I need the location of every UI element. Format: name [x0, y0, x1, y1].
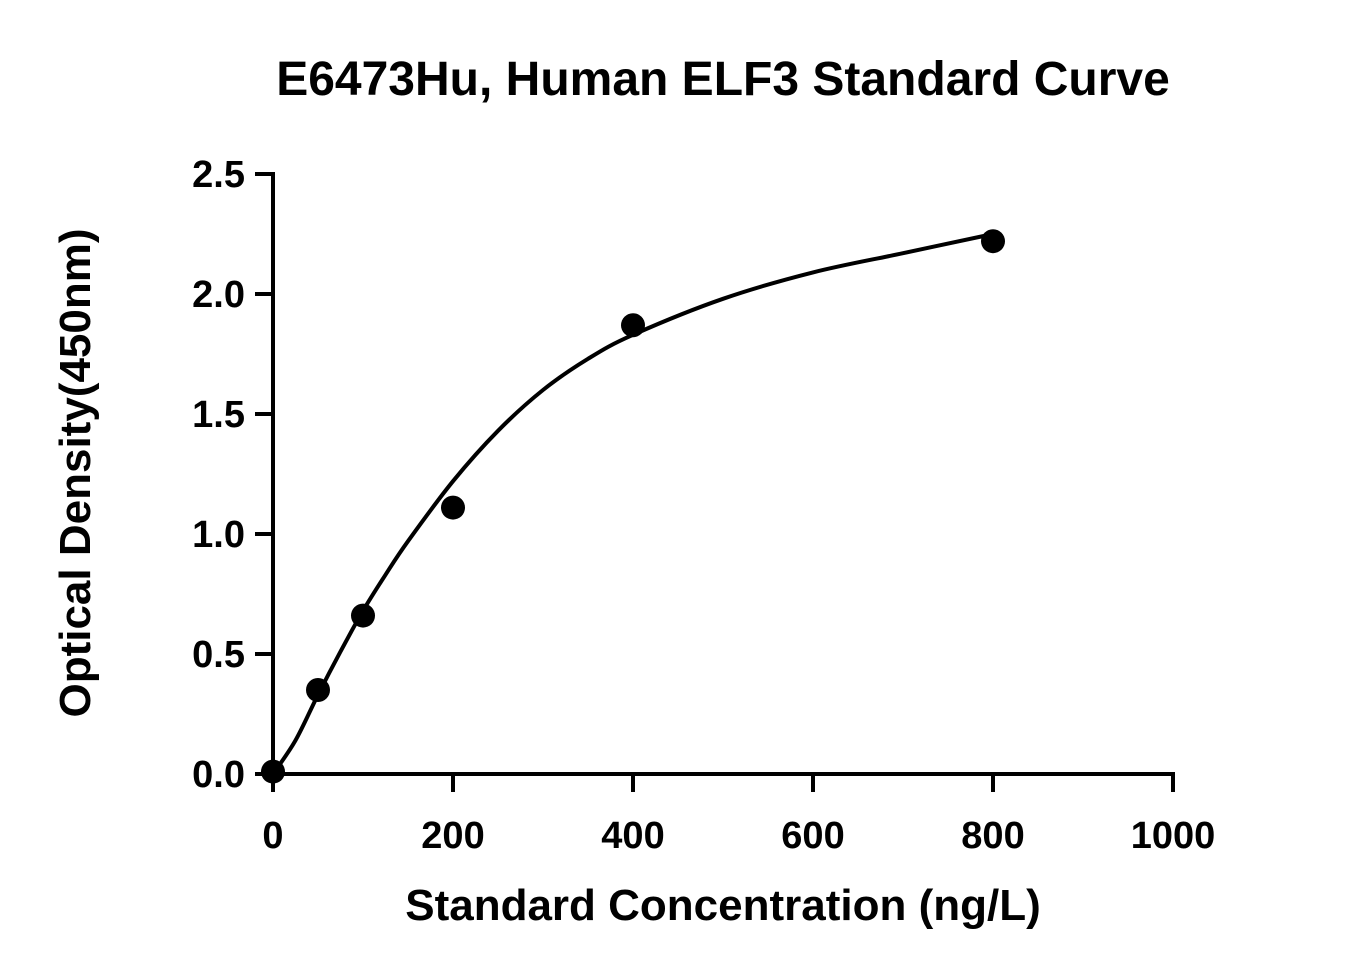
fit-curve-line	[271, 232, 994, 776]
x-tick-label: 1000	[1131, 815, 1216, 857]
data-point	[261, 759, 285, 784]
x-tick-label: 600	[781, 815, 844, 857]
y-tick-label: 2.5	[192, 154, 245, 196]
y-axis-label: Optical Density(450nm)	[51, 228, 100, 717]
y-axis-ticks: 0.0 0.5 1.0 1.5 2.0 2.5	[192, 154, 273, 796]
x-tick-label: 800	[961, 815, 1024, 857]
data-points	[261, 229, 1005, 784]
x-tick-label: 400	[601, 815, 664, 857]
y-tick-label: 1.0	[192, 514, 245, 556]
data-point	[351, 603, 375, 628]
x-tick-label: 200	[421, 815, 484, 857]
data-point	[441, 495, 465, 520]
data-point	[981, 229, 1005, 254]
y-tick-label: 0.5	[192, 634, 245, 676]
x-axis-label: Standard Concentration (ng/L)	[405, 881, 1041, 930]
data-point	[306, 678, 330, 702]
x-tick-label: 0	[262, 815, 283, 857]
chart-title: E6473Hu, Human ELF3 Standard Curve	[276, 53, 1170, 106]
y-tick-label: 2.0	[192, 274, 245, 316]
data-point	[621, 313, 645, 338]
x-axis-ticks: 0 200 400 600 800 1000	[262, 774, 1215, 857]
y-tick-label: 1.5	[192, 394, 245, 436]
y-tick-label: 0.0	[192, 754, 245, 796]
